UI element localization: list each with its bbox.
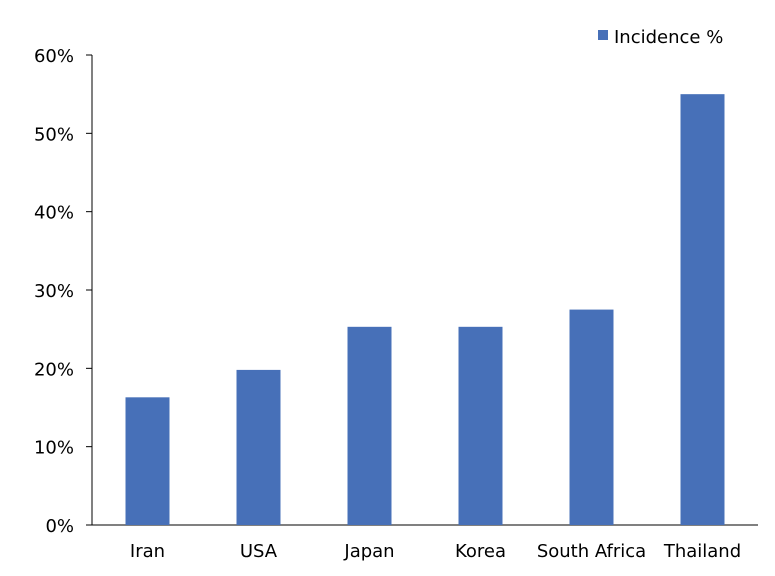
legend-swatch xyxy=(598,30,608,40)
bar-usa xyxy=(236,369,281,525)
y-tick-label: 40% xyxy=(34,203,74,224)
y-tick-label: 60% xyxy=(34,46,74,67)
x-tick-label: Thailand xyxy=(663,541,741,562)
y-tick-label: 10% xyxy=(34,438,74,459)
bar-thailand xyxy=(680,94,725,526)
y-tick-label: 0% xyxy=(45,516,74,537)
y-tick-label: 30% xyxy=(34,281,74,302)
bar-japan xyxy=(347,326,392,525)
bars xyxy=(125,94,725,526)
x-tick-label: Korea xyxy=(455,541,506,562)
x-tick-label: South Africa xyxy=(537,541,646,562)
x-axis: Iran USA Japan Korea South Africa Thailand xyxy=(92,524,758,562)
y-axis: 0% 10% 20% 30% 40% 50% 60% xyxy=(34,46,93,537)
x-tick-label: USA xyxy=(240,541,278,562)
bar-korea xyxy=(458,326,503,525)
legend: Incidence % xyxy=(598,27,723,48)
y-tick-label: 20% xyxy=(34,359,74,380)
legend-label: Incidence % xyxy=(614,27,723,48)
x-tick-label: Iran xyxy=(130,541,165,562)
bar-south-africa xyxy=(569,309,614,525)
y-tick-label: 50% xyxy=(34,124,74,145)
bar-iran xyxy=(125,397,170,525)
x-tick-label: Japan xyxy=(343,541,394,562)
